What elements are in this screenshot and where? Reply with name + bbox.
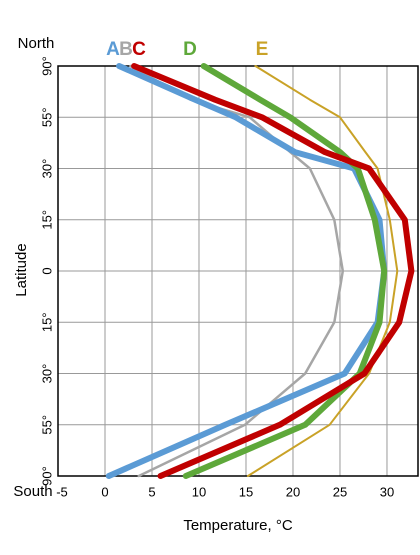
south-label: South [13, 483, 52, 500]
series-line [131, 63, 415, 479]
y-tick-label: 15° [39, 210, 54, 230]
y-tick-label: 90° [39, 466, 54, 486]
y-tick-label: 0 [39, 267, 54, 274]
x-axis-label: Temperature, °C [183, 517, 293, 534]
series-line [105, 63, 388, 479]
x-tick-label: 10 [192, 484, 206, 499]
y-tick-label: 30° [39, 159, 54, 179]
x-tick-label: 15 [239, 484, 253, 499]
x-tick-label: -5 [56, 484, 68, 499]
y-tick-label: 30° [39, 364, 54, 384]
legend-label: E [256, 39, 269, 60]
y-tick-label: 90° [39, 56, 54, 76]
series-line [246, 65, 399, 477]
legend-label: D [183, 39, 197, 60]
legend-label: B [119, 39, 133, 60]
series-line [129, 64, 345, 478]
plot-border [57, 65, 419, 477]
y-tick-label: 55° [39, 415, 54, 435]
x-tick-label: 20 [286, 484, 300, 499]
y-tick-label: 15° [39, 312, 54, 332]
north-label: North [18, 35, 55, 52]
x-tick-label: 25 [333, 484, 347, 499]
x-tick-label: 0 [101, 484, 108, 499]
y-tick-label: 55° [39, 107, 54, 127]
legend-label: C [132, 39, 146, 60]
y-axis-label: Latitude [13, 243, 30, 296]
legend-label: A [106, 39, 120, 60]
x-tick-label: 5 [148, 484, 155, 499]
x-tick-label: 30 [380, 484, 394, 499]
